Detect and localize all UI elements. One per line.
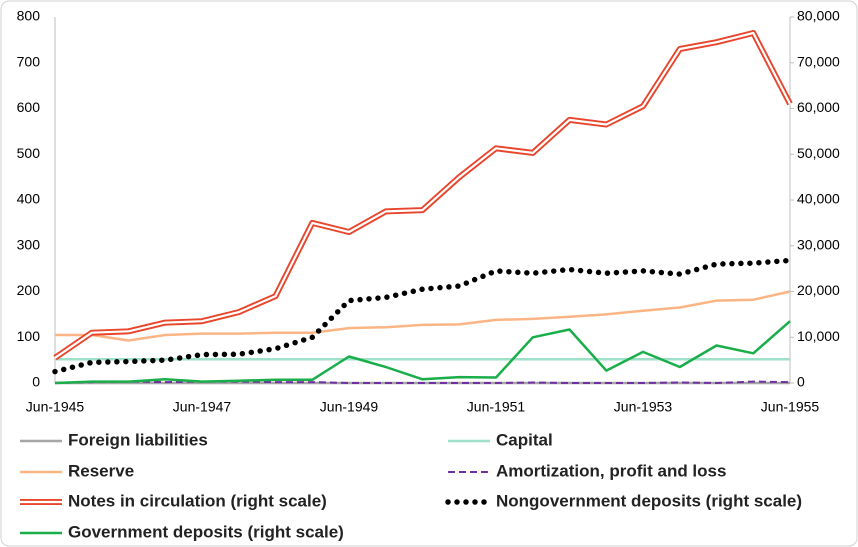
y2-tick-label: 80,000: [797, 8, 840, 24]
y-tick-label: 0: [32, 374, 40, 390]
legend-label: Notes in circulation (right scale): [68, 491, 327, 510]
y-tick-label: 200: [17, 282, 41, 298]
y-tick-label: 600: [17, 99, 41, 115]
y-tick-label: 800: [17, 8, 41, 24]
x-tick-label: Jun-1947: [173, 399, 232, 415]
y-tick-label: 500: [17, 145, 41, 161]
x-tick-label: Jun-1953: [614, 399, 673, 415]
x-tick-label: Jun-1949: [320, 399, 379, 415]
x-tick-label: Jun-1945: [26, 399, 85, 415]
series-line: [54, 380, 791, 384]
y-tick-label: 100: [17, 328, 41, 344]
series-line: [54, 320, 791, 385]
y-tick-label: 300: [17, 236, 41, 252]
y-tick-label: 400: [17, 191, 41, 207]
series-line-inner: [54, 31, 791, 359]
y2-tick-label: 40,000: [797, 191, 840, 207]
x-tick-label: Jun-1955: [761, 399, 820, 415]
y2-tick-label: 20,000: [797, 282, 840, 298]
series-line: [52, 257, 793, 375]
legend-label: Nongovernment deposits (right scale): [496, 491, 802, 510]
legend-label: Capital: [496, 430, 553, 449]
legend-label: Government deposits (right scale): [68, 522, 344, 541]
y2-tick-label: 10,000: [797, 328, 840, 344]
y2-tick-label: 50,000: [797, 145, 840, 161]
legend-label: Amortization, profit and loss: [496, 461, 726, 480]
y-tick-label: 700: [17, 53, 41, 69]
legend-label: Reserve: [68, 461, 134, 480]
x-tick-label: Jun-1951: [467, 399, 526, 415]
y2-tick-label: 70,000: [797, 53, 840, 69]
y2-tick-label: 60,000: [797, 99, 840, 115]
y2-tick-label: 0: [797, 374, 805, 390]
series-line: [55, 290, 791, 342]
legend-label: Foreign liabilities: [68, 430, 208, 449]
y2-tick-label: 30,000: [797, 236, 840, 252]
